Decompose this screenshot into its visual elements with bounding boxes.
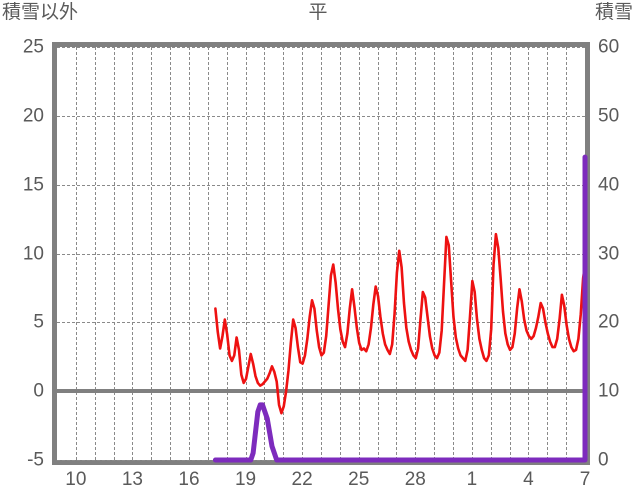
x-axis-tick-label: 16 [178,469,200,490]
horizontal-gridline [57,322,585,324]
right-axis-tick-label: 10 [598,380,620,402]
right-axis-tick-label: 60 [598,36,620,58]
left-axis-tick-label: 15 [22,174,44,196]
right-axis-tick-label: 0 [598,449,609,471]
right-axis-unit-label: 積雪 [594,2,633,23]
left-axis-tick-label: 10 [22,243,44,264]
right-axis-tick-label: 50 [598,105,620,127]
x-axis-tick-label: 13 [121,469,143,490]
right-axis-tick-label: 40 [598,174,620,196]
x-axis-tick-label: 28 [404,469,426,490]
right-axis-tick-label: 30 [598,243,620,264]
zero-axis-line [57,389,585,394]
x-axis-tick-label: 22 [291,469,313,490]
plot-area [57,47,588,463]
left-axis-tick-label: 25 [22,36,44,58]
x-axis-tick-label: 19 [234,469,257,490]
right-axis-tick-label: 20 [598,311,620,333]
horizontal-gridline [57,115,585,117]
horizontal-gridline [57,184,585,186]
x-axis-tick-label: 25 [348,469,370,490]
horizontal-gridline [57,47,585,48]
horizontal-gridline [57,253,585,255]
chart-title: 平 [308,2,328,23]
x-axis-tick-label: 7 [579,469,591,490]
left-axis-tick-label: 20 [22,105,44,127]
x-axis-tick-label: 4 [523,469,534,490]
series-layer [212,154,588,463]
left-axis-tick-label: 0 [33,380,44,402]
series-line-red [214,191,587,454]
x-axis-tick-label: 1 [466,469,478,490]
x-axis-tick-label: 10 [65,469,87,490]
left-axis-tick-label: 5 [33,311,44,333]
series-line-purple [212,154,588,463]
left-axis-tick-label: -5 [27,449,44,471]
left-axis-unit-label: 積雪以外 [2,2,79,23]
